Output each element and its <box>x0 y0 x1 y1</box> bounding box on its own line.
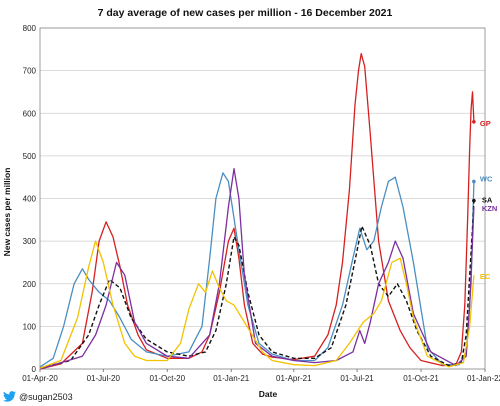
series-label-sa: SA <box>482 196 493 205</box>
series-line-ec <box>39 240 475 369</box>
x-tick-label: 01-Apr-20 <box>22 374 58 383</box>
series-end-marker-gp <box>472 119 476 124</box>
series-label-kzn: KZN <box>482 204 497 213</box>
author-credit: @sugan2503 <box>3 391 73 402</box>
series-end-marker-wc <box>472 179 476 184</box>
x-tick-label: 01-Oct-21 <box>403 374 439 383</box>
y-tick-label: 500 <box>23 152 37 161</box>
y-tick-label: 0 <box>32 365 37 374</box>
y-tick-label: 400 <box>23 195 37 204</box>
gridlines <box>39 27 486 370</box>
y-tick-label: 600 <box>23 109 37 118</box>
plot-frame <box>39 27 486 370</box>
series-line-wc <box>39 172 475 368</box>
x-tick-label: 01-Jul-21 <box>340 374 374 383</box>
y-tick-label: 700 <box>23 67 37 76</box>
x-tick-label: 01-Jan-22 <box>467 374 500 383</box>
x-axis-label: Date <box>259 389 278 399</box>
series-line-gp <box>39 52 475 370</box>
y-tick-label: 200 <box>23 280 37 289</box>
series-lines <box>39 52 476 370</box>
series-line-sa <box>39 200 475 369</box>
series-line-kzn <box>39 168 475 370</box>
series-label-wc: WC <box>480 174 493 183</box>
x-tick-label: 01-Jul-20 <box>87 374 121 383</box>
y-tick-label: 800 <box>23 24 37 33</box>
y-axis-ticks: 0 100 200 300 400 500 600 700 800 <box>23 24 37 374</box>
twitter-bird-icon <box>3 391 16 402</box>
author-handle: @sugan2503 <box>19 391 73 402</box>
x-axis-ticks: 01-Apr-20 01-Jul-20 01-Oct-20 01-Jan-21 01-A… <box>22 369 500 383</box>
y-tick-label: 300 <box>23 237 37 246</box>
series-label-gp: GP <box>480 119 491 128</box>
chart-title: 7 day average of new cases per million -… <box>98 7 393 19</box>
x-tick-label: 01-Jan-21 <box>213 374 250 383</box>
y-axis-label: New cases per million <box>2 168 12 257</box>
x-tick-label: 01-Oct-20 <box>149 374 185 383</box>
x-tick-label: 01-Apr-21 <box>276 374 312 383</box>
y-tick-label: 100 <box>23 322 37 331</box>
series-end-marker-sa <box>472 198 476 203</box>
series-label-ec: EC <box>480 272 491 281</box>
